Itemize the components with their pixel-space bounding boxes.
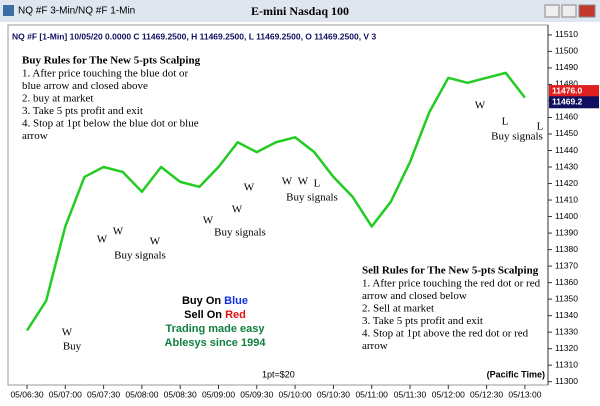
- signal-annotation: W: [282, 176, 293, 188]
- rules-line: 1. After price touching the blue dot or: [22, 68, 189, 80]
- y-tick-label: 11360: [555, 277, 578, 287]
- brand-line: Trading made easy: [165, 323, 265, 335]
- signal-annotation: Buy signals: [214, 227, 266, 239]
- y-tick-label: 11310: [555, 359, 578, 369]
- close-button[interactable]: [578, 4, 596, 18]
- signal-annotation: W: [244, 182, 255, 194]
- x-tick-label: 05/12:00: [432, 389, 465, 399]
- maximize-button[interactable]: [561, 4, 577, 18]
- x-tick-label: 05/10:00: [279, 389, 312, 399]
- signal-annotation: Buy signals: [114, 250, 166, 262]
- signal-annotation: W: [97, 234, 108, 246]
- signal-annotation: L: [537, 121, 544, 133]
- y-tick-label: 11400: [555, 211, 578, 221]
- y-tick-label: 11440: [555, 145, 578, 155]
- rules-line: arrow: [22, 130, 48, 142]
- brand-text: Blue: [224, 295, 248, 307]
- x-tick-label: 05/07:30: [87, 389, 120, 399]
- x-tick-label: 05/09:00: [202, 389, 235, 399]
- signal-annotation: W: [232, 204, 243, 216]
- y-tick-label: 11380: [555, 244, 578, 254]
- rules-line: 3. Take 5 pts profit and exit: [22, 105, 143, 117]
- y-tick-label: 11490: [555, 62, 578, 72]
- y-tick-label: 11300: [555, 376, 578, 386]
- brand-line: Ablesys since 1994: [165, 337, 267, 349]
- price-line: [25, 71, 526, 332]
- rules-line: 4. Stop at 1pt above the red dot or red: [362, 328, 529, 340]
- signal-annotation: Buy signals: [286, 192, 338, 204]
- y-tick-label: 11330: [555, 326, 578, 336]
- price-tag: [549, 96, 599, 109]
- signal-annotation: W: [298, 176, 309, 188]
- y-tick-label: 11370: [555, 260, 578, 270]
- timezone: (Pacific Time): [487, 369, 545, 379]
- x-tick-label: 05/10:30: [317, 389, 350, 399]
- y-tick-label: 11420: [555, 178, 578, 188]
- signal-annotation: L: [314, 178, 321, 190]
- price-tag-label: 11476.0: [552, 85, 583, 95]
- signal-annotation: Buy: [63, 341, 82, 353]
- signal-annotation: L: [502, 116, 509, 128]
- rules-line: 1. After price touching the red dot or r…: [362, 278, 541, 290]
- window-title: NQ #F 3-Min/NQ #F 1-Min: [18, 6, 135, 17]
- info-line: NQ #F [1-Min] 10/05/20 0.0000 C 11469.25…: [12, 31, 376, 41]
- chart-title: E-mini Nasdaq 100: [251, 4, 349, 18]
- y-tick-label: 11500: [555, 46, 578, 56]
- rules-line: 2. buy at market: [22, 93, 93, 105]
- x-tick-label: 05/12:30: [470, 389, 503, 399]
- minimize-button[interactable]: [544, 4, 560, 18]
- rules-line: 2. Sell at market: [362, 303, 434, 315]
- y-tick-label: 11430: [555, 161, 578, 171]
- price-tag: [549, 85, 599, 98]
- rules-line: blue arrow and closed above: [22, 80, 148, 92]
- x-tick-label: 05/06:30: [10, 389, 43, 399]
- rules-title: Buy Rules for The New 5-pts Scalping: [22, 55, 201, 67]
- x-tick-label: 05/11:00: [355, 389, 388, 399]
- y-tick-label: 11480: [555, 79, 578, 89]
- buy-on-blue: Buy On Blue: [182, 295, 248, 307]
- signal-annotation: W: [62, 327, 73, 339]
- x-tick-label: 05/08:30: [164, 389, 197, 399]
- rules-line: 3. Take 5 pts profit and exit: [362, 315, 483, 327]
- rules-line: arrow and closed below: [362, 290, 467, 302]
- x-tick-label: 05/08:00: [125, 389, 158, 399]
- brand-text: Buy On: [182, 295, 221, 307]
- signal-annotation: W: [475, 100, 486, 112]
- y-tick-label: 11450: [555, 128, 578, 138]
- x-tick-label: 05/13:00: [508, 389, 541, 399]
- x-tick-label: 05/11:30: [394, 389, 427, 399]
- y-tick-label: 11460: [555, 112, 578, 122]
- y-tick-label: 11510: [555, 29, 578, 39]
- point-value: 1pt=$20: [262, 369, 295, 379]
- y-tick-label: 11410: [555, 194, 578, 204]
- signal-annotation: W: [113, 226, 124, 238]
- signal-annotation: W: [203, 215, 214, 227]
- title-bar: [0, 0, 600, 22]
- x-tick-label: 05/07:00: [49, 389, 82, 399]
- price-tag-label: 11469.2: [552, 97, 583, 107]
- y-tick-label: 11350: [555, 293, 578, 303]
- y-tick-label: 11340: [555, 310, 578, 320]
- x-tick-label: 05/09:30: [240, 389, 273, 399]
- app-icon: [3, 5, 14, 16]
- brand-text: Sell On: [184, 309, 222, 321]
- signal-annotation: W: [150, 236, 161, 248]
- rules-line: 4. Stop at 1pt below the blue dot or blu…: [22, 118, 199, 130]
- sell-on-red: Sell On Red: [184, 309, 246, 321]
- y-tick-label: 11320: [555, 343, 578, 353]
- signal-annotation: Buy signals: [491, 131, 543, 143]
- rules-line: arrow: [362, 340, 388, 352]
- rules-title: Sell Rules for The New 5-pts Scalping: [362, 265, 539, 277]
- y-tick-label: 11390: [555, 227, 578, 237]
- brand-text: Red: [225, 309, 246, 321]
